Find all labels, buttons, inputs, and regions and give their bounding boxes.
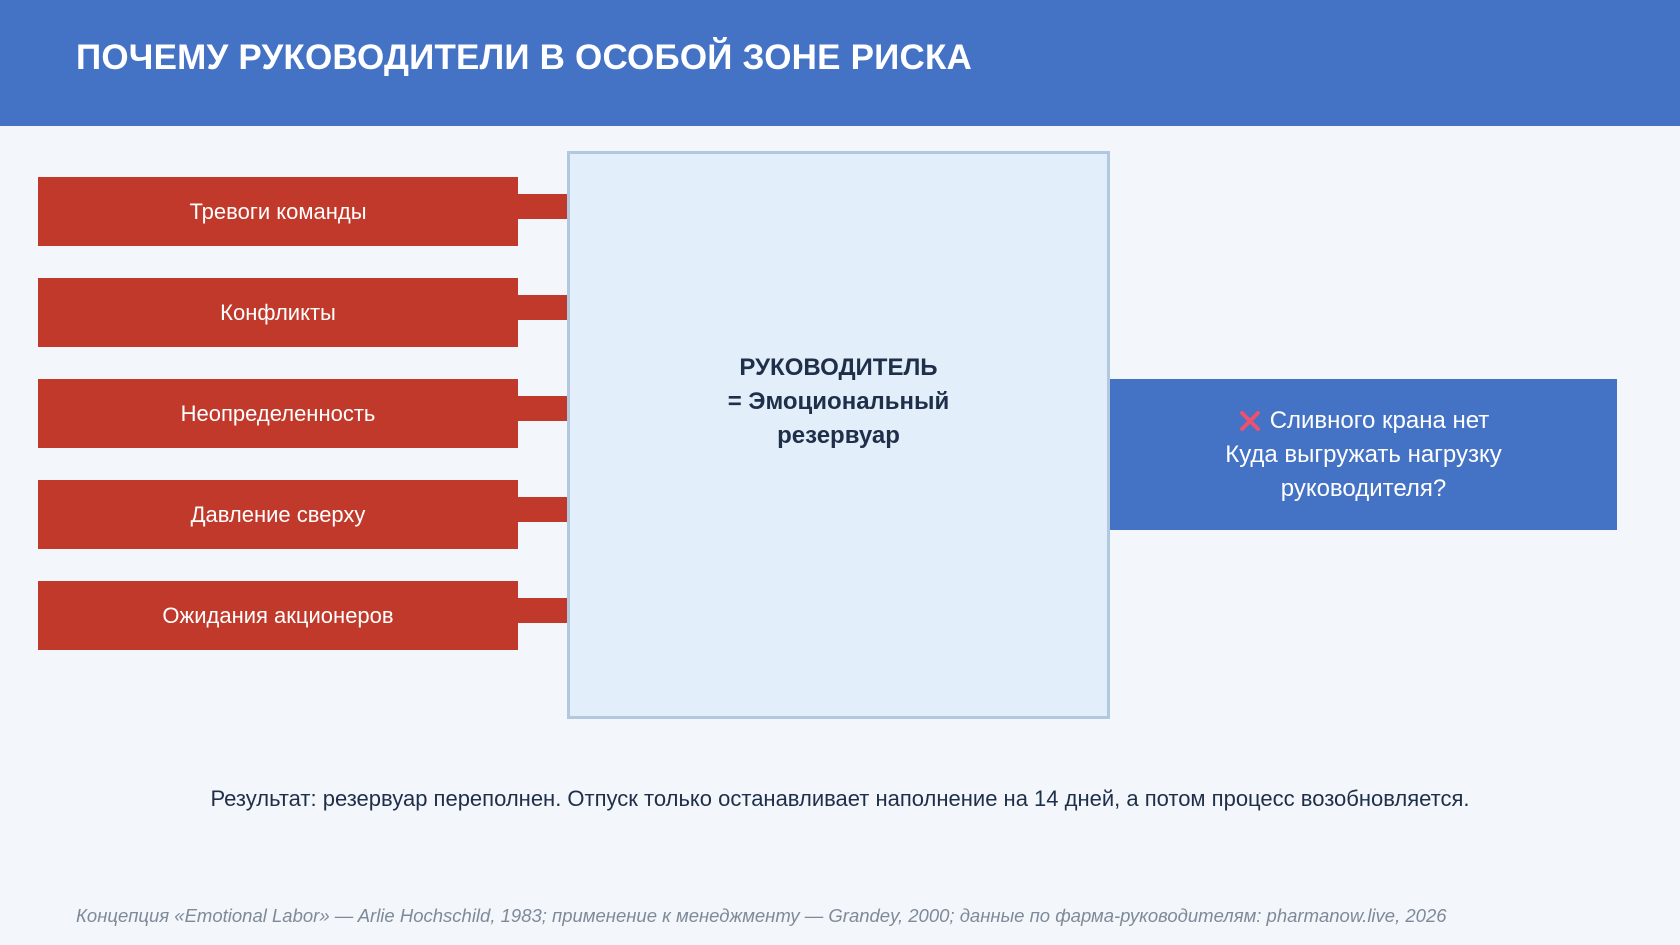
source-note: Концепция «Emotional Labor» — Arlie Hoch… bbox=[76, 905, 1447, 926]
connector-bar bbox=[518, 295, 567, 320]
connector-bar bbox=[518, 598, 567, 623]
input-box-uncertainty: Неопределенность bbox=[38, 379, 518, 448]
reservoir-title: РУКОВОДИТЕЛЬ bbox=[739, 354, 938, 381]
outlet-question: Куда выгружать нагрузку bbox=[1225, 440, 1502, 468]
outlet-box: Сливного крана нет Куда выгружать нагруз… bbox=[1110, 379, 1617, 530]
connector-bar bbox=[518, 497, 567, 522]
connector-bar bbox=[518, 194, 567, 219]
reservoir-label: РУКОВОДИТЕЛЬ = Эмоциональный резервуар bbox=[567, 351, 1110, 453]
outlet-question-2: руководителя? bbox=[1280, 474, 1447, 502]
input-box-conflicts: Конфликты bbox=[38, 278, 518, 347]
connector-bar bbox=[518, 396, 567, 421]
cross-mark-icon bbox=[1239, 410, 1260, 431]
result-text: Результат: резервуар переполнен. Отпуск … bbox=[210, 786, 1470, 811]
reservoir-subtitle: = Эмоциональный bbox=[727, 388, 950, 415]
input-box-pressure-from-above: Давление сверху bbox=[38, 480, 518, 549]
slide-title: ПОЧЕМУ РУКОВОДИТЕЛИ В ОСОБОЙ ЗОНЕ РИСКА bbox=[76, 38, 972, 77]
input-box-team-anxieties: Тревоги команды bbox=[38, 177, 518, 246]
reservoir-subtitle-2: резервуар bbox=[777, 422, 900, 449]
input-box-shareholder-expectations: Ожидания акционеров bbox=[38, 581, 518, 650]
reservoir-box bbox=[567, 151, 1110, 719]
title-bar: ПОЧЕМУ РУКОВОДИТЕЛИ В ОСОБОЙ ЗОНЕ РИСКА bbox=[0, 0, 1680, 126]
outlet-heading: Сливного крана нет bbox=[1269, 406, 1490, 434]
